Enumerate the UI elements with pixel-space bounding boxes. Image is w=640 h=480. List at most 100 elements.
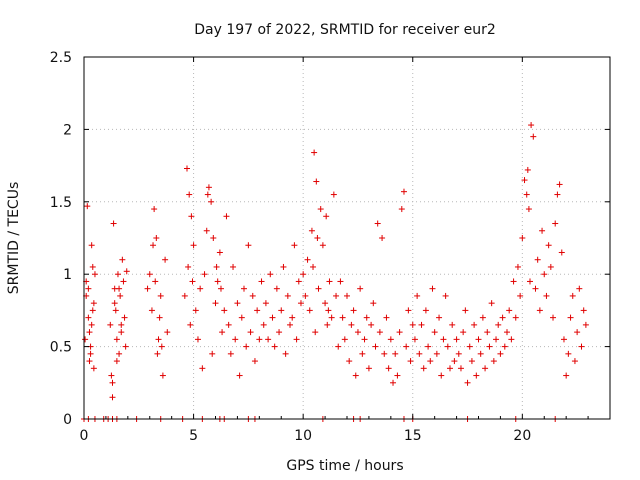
data-point: [85, 314, 92, 321]
data-point: [203, 227, 210, 234]
data-point: [152, 278, 159, 285]
x-tick-label: 0: [80, 428, 89, 444]
data-point: [457, 365, 464, 372]
data-point: [315, 285, 322, 292]
data-point: [234, 300, 241, 307]
data-point: [565, 350, 572, 357]
data-point: [376, 329, 383, 336]
data-point: [539, 227, 546, 234]
data-point: [85, 285, 92, 292]
data-point: [267, 271, 274, 278]
data-point: [484, 329, 491, 336]
data-point: [208, 198, 215, 205]
data-point: [213, 263, 220, 270]
data-point: [311, 149, 318, 156]
data-point: [109, 379, 116, 386]
data-point: [117, 292, 124, 299]
data-point: [379, 235, 386, 241]
data-point: [521, 177, 528, 184]
data-point: [186, 191, 193, 198]
data-point: [372, 343, 379, 350]
data-point: [114, 271, 121, 278]
data-point: [455, 350, 462, 357]
data-point: [201, 271, 208, 278]
data-point: [189, 278, 196, 285]
data-point: [295, 278, 302, 285]
data-point: [545, 242, 552, 249]
data-point: [271, 343, 278, 350]
data-point: [547, 263, 554, 270]
data-point: [121, 314, 128, 321]
data-point: [144, 285, 151, 292]
data-point: [116, 350, 123, 357]
data-point: [348, 321, 355, 328]
data-point: [204, 191, 211, 198]
data-point: [219, 329, 226, 336]
data-point: [236, 372, 243, 379]
data-point: [468, 358, 475, 365]
data-point: [543, 292, 550, 299]
data-point: [111, 300, 118, 307]
data-point: [217, 285, 224, 292]
data-point: [394, 372, 401, 379]
data-point: [409, 321, 416, 328]
data-point: [148, 307, 155, 314]
data-point: [86, 329, 93, 336]
data-point: [154, 350, 161, 357]
data-point: [471, 321, 478, 328]
y-tick-label: 2.5: [50, 50, 72, 66]
data-point: [396, 329, 403, 336]
data-point: [341, 336, 348, 343]
data-point: [453, 336, 460, 343]
data-point: [310, 263, 317, 270]
data-point: [243, 343, 250, 350]
data-point: [118, 329, 125, 336]
data-point: [392, 350, 399, 357]
data-point: [123, 268, 130, 275]
data-point: [302, 292, 309, 299]
data-point: [501, 343, 508, 350]
data-point: [187, 321, 194, 328]
data-point: [385, 365, 392, 372]
data-point: [488, 300, 495, 307]
data-point: [433, 350, 440, 357]
data-point: [357, 285, 364, 292]
data-point: [359, 350, 366, 357]
data-point: [287, 321, 294, 328]
grid-lines: [84, 57, 610, 419]
data-point: [576, 285, 583, 292]
data-point: [324, 321, 331, 328]
data-point: [164, 329, 171, 336]
data-point: [273, 285, 280, 292]
data-point: [477, 350, 484, 357]
data-point: [90, 300, 97, 307]
data-point: [466, 343, 473, 350]
data-point: [429, 285, 436, 292]
data-point: [192, 307, 199, 314]
data-point: [240, 285, 247, 292]
data-point: [87, 350, 94, 357]
data-point: [88, 321, 95, 328]
data-point: [90, 365, 97, 372]
y-tick-label: 2: [63, 122, 72, 138]
data-point: [436, 314, 443, 321]
data-point: [556, 181, 563, 188]
data-point: [333, 292, 340, 299]
data-point: [181, 292, 188, 299]
data-point: [86, 358, 93, 365]
data-point: [442, 292, 449, 299]
x-tick-label: 10: [294, 428, 312, 444]
y-axis-label: SRMTID / TECUs: [6, 182, 22, 295]
data-point: [339, 314, 346, 321]
data-point: [118, 321, 125, 328]
x-tick-label: 5: [189, 428, 198, 444]
data-point: [350, 307, 357, 314]
data-point: [306, 307, 313, 314]
data-point: [400, 188, 407, 195]
data-point: [289, 314, 296, 321]
data-point: [352, 372, 359, 379]
data-point: [232, 336, 239, 343]
data-point: [113, 358, 120, 365]
data-point: [427, 358, 434, 365]
data-point: [337, 278, 344, 285]
